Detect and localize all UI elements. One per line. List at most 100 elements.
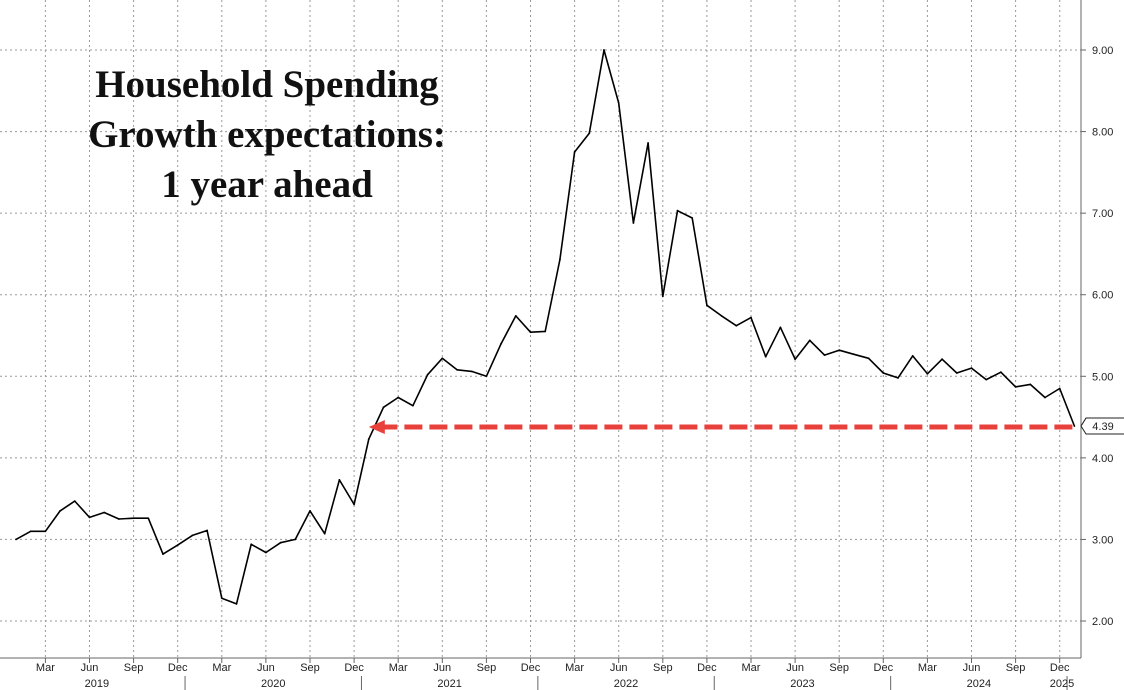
data-point [882,372,885,374]
data-point [1000,371,1002,374]
data-point [676,209,679,212]
x-tick-label: Dec [521,662,541,674]
x-tick-label: Sep [300,662,320,674]
year-label: 2022 [614,678,638,690]
data-point [1014,385,1017,388]
x-tick-label: Mar [918,662,937,674]
data-point [985,378,988,381]
x-tick-label: Mar [36,662,55,674]
data-point [544,330,547,333]
data-point [706,304,708,307]
data-point [15,538,17,541]
title-line-1: Household Spending [95,63,439,106]
x-tick-label: Sep [829,662,849,674]
data-point [132,517,135,520]
data-point [559,258,561,261]
data-point [720,315,723,317]
annotation-layer [368,420,1073,435]
data-point [750,316,752,319]
x-tick-label: Mar [565,662,584,674]
data-point [632,222,635,224]
data-point [794,358,796,361]
x-tick-label: Jun [81,662,99,674]
data-point [176,544,179,547]
y-tick-label: 5.00 [1092,371,1113,383]
data-point [353,503,355,506]
data-point [250,543,253,546]
data-point [265,551,267,554]
data-point [735,324,738,327]
data-point [603,49,605,51]
data-point [764,355,767,358]
y-tick-label: 6.00 [1092,290,1113,302]
title-line-2: Growth expectations: [88,113,446,156]
last-value-label: 4.39 [1092,421,1113,433]
year-label: 2023 [790,678,814,690]
data-point [838,349,841,352]
data-point [911,354,914,357]
data-point [206,529,209,532]
year-label: 2024 [967,678,991,690]
data-point [1058,387,1061,390]
year-label: 2021 [437,678,461,690]
data-point [823,354,826,356]
year-label: 2019 [85,678,109,690]
data-point [59,509,61,512]
x-tick-label: Dec [1050,662,1070,674]
data-point [441,357,444,360]
data-point [88,516,91,519]
data-point [573,151,576,153]
data-point [500,342,502,345]
x-tick-label: Sep [477,662,497,674]
x-tick-labels: Mar Jun Sep Dec Mar Jun Sep Dec Mar Jun Sep Dec Mar J… [36,658,1070,674]
y-tick-label: 4.00 [1092,453,1113,465]
x-tick-label: Mar [389,662,408,674]
data-point [294,538,297,541]
x-tick-label: Jun [433,662,451,674]
x-tick-label: Sep [653,662,673,674]
data-point [661,295,664,298]
data-point [426,373,429,376]
year-label: 2025 [1050,678,1074,690]
data-point [514,315,517,317]
data-point [279,541,282,544]
data-point [73,500,76,502]
x-tick-label: Jun [786,662,804,674]
x-tick-label: Jun [963,662,981,674]
y-tick-label: 2.00 [1092,616,1113,628]
title-line-3: 1 year ahead [161,163,373,206]
data-point [470,370,473,373]
data-point [647,142,649,144]
data-point [691,217,694,219]
data-point [617,102,620,104]
data-point [529,331,532,334]
data-point [191,534,194,537]
y-tick-label: 3.00 [1092,534,1113,546]
data-point [588,132,591,135]
data-point [897,377,899,379]
y-tick-label: 9.00 [1092,45,1113,57]
x-tick-label: Dec [344,662,364,674]
x-tick-label: Mar [212,662,231,674]
x-tick-label: Sep [124,662,144,674]
data-point [147,517,150,520]
x-tick-label: Jun [610,662,628,674]
data-point [235,602,238,605]
data-point [118,518,120,520]
y-tick-label: 8.00 [1092,127,1113,139]
data-point [323,532,326,535]
gridlines [0,0,1081,658]
x-tick-label: Sep [1006,662,1026,674]
x-tick-label: Dec [168,662,188,674]
data-point [955,372,958,374]
data-point [309,509,311,512]
data-point [456,368,458,371]
data-point [941,358,943,361]
data-point [485,375,488,378]
x-tick-label: Jun [257,662,275,674]
data-point [367,438,370,440]
data-point [970,367,973,370]
data-point [1029,383,1032,386]
year-labels: 2019 2020 2021 2022 2023 2024 2025 [85,676,1074,690]
